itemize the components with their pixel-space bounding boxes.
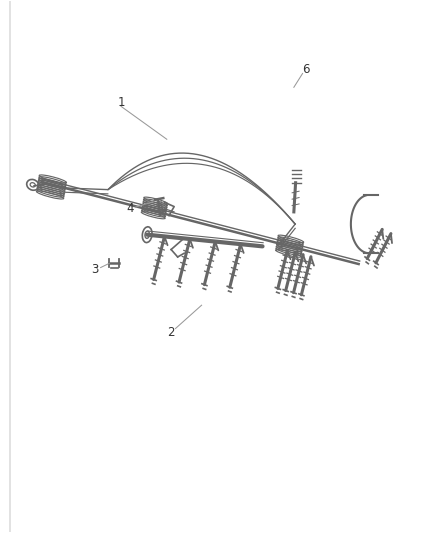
Text: 6: 6 — [302, 63, 310, 76]
Text: 1: 1 — [117, 95, 125, 109]
Text: 4: 4 — [126, 201, 134, 215]
Text: 3: 3 — [91, 263, 99, 276]
Text: 2: 2 — [167, 326, 175, 340]
